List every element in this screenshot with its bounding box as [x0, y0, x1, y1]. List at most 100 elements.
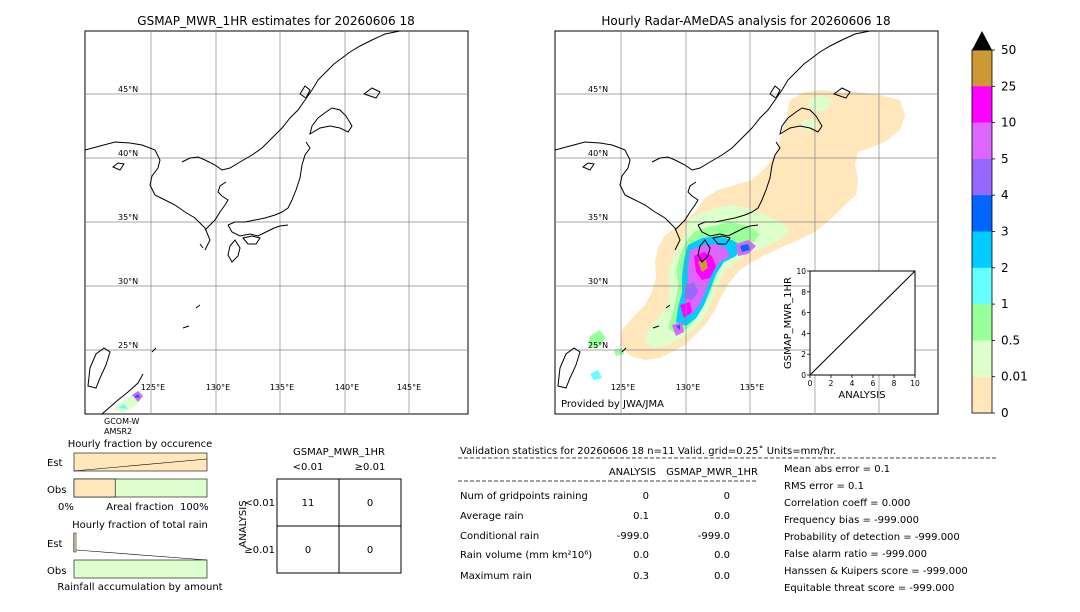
est-bar — [73, 452, 208, 472]
colorbar-label: 25 — [1001, 79, 1016, 93]
table-cell: 11 — [302, 498, 315, 509]
colorbar-swatch — [972, 340, 992, 377]
left-map-lat-labels: 45°N 40°N 35°N 30°N 25°N — [118, 85, 138, 350]
scatter-y-ticks: 0 2 4 6 8 10 — [796, 267, 810, 380]
left-map-lon-labels: 125°E 130°E 135°E 140°E 145°E — [141, 383, 421, 392]
left-map-content — [85, 31, 468, 414]
scatter-y-tick: 0 — [801, 371, 806, 380]
scatter-x-tick: 4 — [850, 379, 855, 388]
colorbar-label: 0.5 — [1001, 333, 1020, 347]
scatter-y-tick: 6 — [801, 309, 806, 318]
scatter-diagonal-line — [809, 270, 916, 376]
score-line: Probability of detection = -999.000 — [784, 532, 960, 543]
row-header: <0.01 — [244, 498, 275, 509]
stats-row-label: Num of gridpoints raining — [460, 491, 588, 502]
sensor-label: AMSR2 — [104, 427, 132, 436]
scatter-y-tick: 2 — [801, 350, 806, 359]
colorbar-swatch — [972, 122, 992, 160]
stats-value: -999.0 — [698, 531, 730, 542]
stats-value: 0.0 — [714, 571, 730, 582]
scatter-x-label: ANALYSIS — [838, 390, 885, 401]
left-map: GSMAP_MWR_1HR estimates for 20260606 18 — [84, 14, 469, 436]
left-map-frame — [84, 30, 469, 415]
est-label: Est — [47, 539, 63, 550]
stats-row-label: Rain volume (mm km²10⁶) — [460, 550, 592, 561]
colorbar-label: 3 — [1001, 225, 1009, 239]
score-line: Mean abs error = 0.1 — [784, 464, 890, 475]
pct-left: 0% — [58, 502, 74, 513]
stats-value: 0 — [724, 491, 730, 502]
scatter-y-tick: 4 — [801, 329, 806, 338]
lat-label: 35°N — [118, 213, 138, 222]
obs-bar-fill — [73, 478, 116, 498]
est-bar-line — [73, 458, 208, 472]
left-map-gridlines — [85, 31, 468, 414]
lat-label: 40°N — [118, 149, 138, 158]
contingency-table: GSMAP_MWR_1HR <0.01 ≥0.01 ANALYSIS <0.01… — [238, 447, 402, 574]
data-credit: Provided by JWA/JMA — [561, 399, 664, 410]
scatter-y-label: GSMAP_MWR_1HR — [783, 277, 794, 369]
colorbar-label: 4 — [1001, 188, 1009, 202]
stats-row-label: Average rain — [460, 511, 524, 522]
colorbar-label: 0.01 — [1001, 370, 1028, 384]
stats-rows: Num of gridpoints raining 0 0 Average ra… — [460, 491, 730, 582]
left-map-rain-patches — [112, 390, 145, 412]
left-map-title: GSMAP_MWR_1HR estimates for 20260606 18 — [137, 14, 414, 28]
lon-label: 145°E — [397, 383, 421, 392]
colorbar-label: 0 — [1001, 406, 1009, 420]
obs-bar — [73, 559, 208, 579]
score-line: Correlation coeff = 0.000 — [784, 498, 910, 509]
row-header: ≥0.01 — [244, 545, 275, 556]
areal-fraction-label: Areal fraction — [106, 502, 173, 513]
rain-fraction-title: Hourly fraction of total rain — [72, 520, 208, 531]
left-map-coastlines — [85, 31, 401, 414]
scatter-x-ticks: 0 2 4 6 8 10 — [808, 375, 920, 388]
right-map-coastlines — [555, 31, 871, 389]
stats-value: 0.3 — [633, 571, 649, 582]
colorbar-label: 5 — [1001, 152, 1009, 166]
col-header: <0.01 — [293, 462, 324, 473]
score-line: Frequency bias = -999.000 — [784, 515, 919, 526]
colorbar-swatch — [972, 376, 992, 414]
est-bar-line — [75, 549, 208, 561]
colorbar-swatches — [972, 50, 992, 414]
sensor-label: GCOM-W — [104, 417, 140, 426]
colorbar-label: 10 — [1001, 116, 1016, 130]
stats-value: 0 — [643, 491, 649, 502]
obs-label: Obs — [47, 566, 66, 577]
scatter-x-tick: 2 — [829, 379, 834, 388]
table-cell: 0 — [367, 545, 373, 556]
colorbar-swatch — [972, 304, 992, 341]
lon-label: 125°E — [141, 383, 165, 392]
stats-row-label: Conditional rain — [460, 531, 539, 542]
pct-right: 100% — [180, 502, 209, 513]
validation-stats: Validation statistics for 20260606 18 n=… — [458, 445, 996, 594]
score-line: RMS error = 0.1 — [784, 481, 864, 492]
stats-col-analysis: ANALYSIS — [609, 467, 656, 478]
table-cell: 0 — [367, 498, 373, 509]
row-axis-label: ANALYSIS — [238, 500, 249, 547]
score-line: Equitable threat score = -999.000 — [784, 583, 954, 594]
lon-label: 130°E — [676, 383, 700, 392]
colorbar-swatch — [972, 158, 992, 196]
rain-fraction-chart: Hourly fraction of total rain Est Obs Ra… — [47, 520, 223, 593]
lat-label: 35°N — [588, 213, 608, 222]
lon-label: 125°E — [611, 383, 635, 392]
lat-label: 25°N — [588, 341, 608, 350]
colorbar-label: 1 — [1001, 297, 1009, 311]
lon-label: 140°E — [335, 383, 359, 392]
right-map-lon-labels: 125°E 130°E 135°E — [611, 383, 764, 392]
lon-label: 135°E — [740, 383, 764, 392]
colorbar-labels: 50 25 10 5 4 3 2 1 0.5 0.01 0 — [992, 43, 1028, 420]
colorbar-extend-arrow — [972, 31, 992, 50]
lat-label: 45°N — [588, 85, 608, 94]
score-line: False alarm ratio = -999.000 — [784, 549, 927, 560]
inset-scatter-plot: 0 2 4 6 8 10 0 2 4 6 8 10 ANALYSIS GSMAP_MWR_1HR — [783, 267, 920, 401]
lat-label: 25°N — [118, 341, 138, 350]
right-map-lat-labels: 45°N 40°N 35°N 30°N 25°N — [588, 85, 608, 350]
lon-label: 130°E — [206, 383, 230, 392]
lat-label: 30°N — [118, 277, 138, 286]
colorbar-swatch — [972, 231, 992, 269]
